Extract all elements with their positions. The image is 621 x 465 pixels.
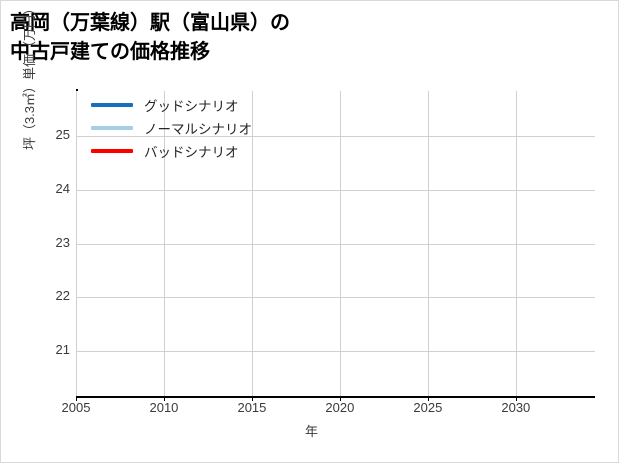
legend-swatch-icon bbox=[91, 125, 133, 130]
legend-item-normal-scenario[interactable]: ノーマルシナリオ bbox=[91, 116, 252, 139]
plot-background bbox=[76, 91, 595, 396]
gridline-horizontal bbox=[76, 297, 595, 298]
gridline-vertical bbox=[428, 91, 429, 396]
x-axis-line bbox=[76, 396, 595, 398]
x-tick-label: 2010 bbox=[149, 400, 179, 415]
gridline-vertical bbox=[340, 91, 341, 396]
chart-title: 高岡（万葉線）駅（富山県）の 中古戸建ての価格推移 bbox=[10, 12, 290, 63]
x-tick-mark bbox=[163, 396, 165, 401]
x-tick-mark bbox=[76, 396, 77, 401]
x-axis-label: 年 bbox=[304, 424, 318, 439]
gridline-vertical bbox=[76, 91, 77, 396]
gridline-horizontal bbox=[76, 351, 595, 352]
legend-item-bad-scenario[interactable]: バッドシナリオ bbox=[91, 139, 252, 162]
x-tick-label: 2030 bbox=[501, 400, 531, 415]
legend-item-good-scenario[interactable]: グッドシナリオ bbox=[91, 93, 252, 116]
gridline-horizontal bbox=[76, 190, 595, 191]
y-tick-label: 22 bbox=[55, 288, 70, 303]
x-tick-label: 2015 bbox=[237, 400, 267, 415]
gridline-vertical bbox=[516, 91, 517, 396]
x-tick-mark bbox=[339, 396, 341, 401]
x-tick-label: 2025 bbox=[413, 400, 443, 415]
gridline-vertical bbox=[164, 91, 165, 396]
gridline-horizontal bbox=[76, 244, 595, 245]
legend-label: グッドシナリオ bbox=[144, 98, 239, 114]
y-axis-label: 坪（3.3㎡）単価（万円） bbox=[22, 1, 37, 151]
chart-legend: グッドシナリオ ノーマルシナリオ バッドシナリオ bbox=[91, 93, 252, 162]
y-tick-label: 23 bbox=[55, 234, 70, 250]
gridline-horizontal bbox=[76, 136, 595, 137]
x-tick-label: 2020 bbox=[325, 400, 355, 415]
x-tick-label: 2005 bbox=[61, 400, 91, 415]
x-tick-mark bbox=[515, 396, 517, 401]
y-tick-label: 24 bbox=[55, 180, 70, 196]
x-tick-mark bbox=[251, 396, 253, 401]
y-axis-label-wrapper: 坪（3.3㎡）単価（万円） bbox=[22, 2, 37, 150]
y-tick-label: 25 bbox=[55, 127, 70, 143]
legend-label: ノーマルシナリオ bbox=[144, 121, 252, 137]
x-tick-mark bbox=[427, 396, 429, 401]
legend-swatch-icon bbox=[91, 102, 133, 107]
gridline-vertical bbox=[252, 91, 253, 396]
plot-area bbox=[76, 91, 595, 396]
legend-swatch-icon bbox=[91, 148, 133, 153]
y-tick-label: 21 bbox=[55, 341, 70, 357]
legend-label: バッドシナリオ bbox=[144, 144, 239, 160]
